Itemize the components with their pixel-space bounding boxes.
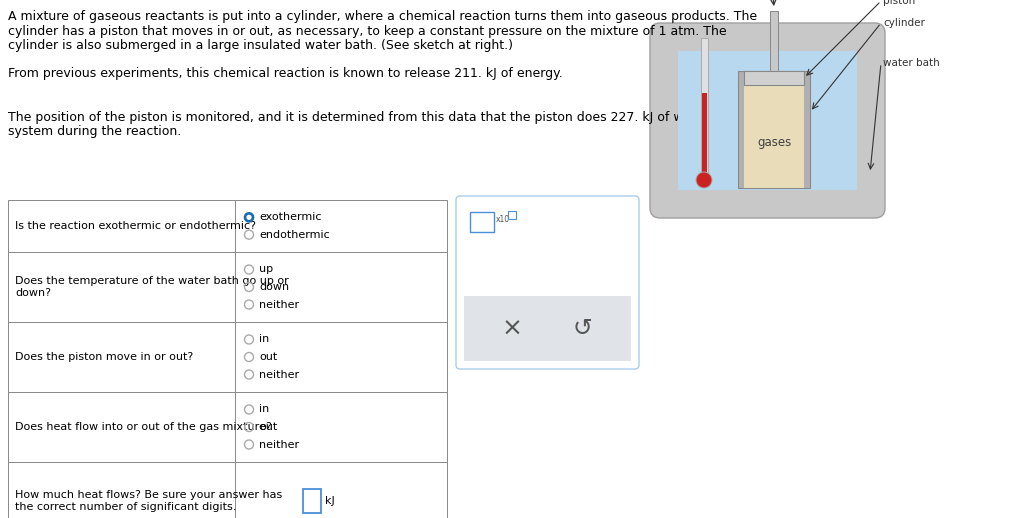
Text: gases: gases <box>757 136 792 149</box>
Bar <box>464 296 631 361</box>
Circle shape <box>696 172 712 188</box>
Text: kJ: kJ <box>325 496 335 506</box>
Text: exothermic: exothermic <box>259 212 322 222</box>
Text: From previous experiments, this chemical reaction is known to release 211. kJ of: From previous experiments, this chemical… <box>8 67 563 80</box>
Text: cylinder has a piston that moves in or out, as necessary, to keep a constant pre: cylinder has a piston that moves in or o… <box>8 24 727 37</box>
Text: Does heat flow into or out of the gas mixture?: Does heat flow into or out of the gas mi… <box>15 422 271 432</box>
Text: down?: down? <box>15 288 51 298</box>
Text: out: out <box>259 352 278 362</box>
Bar <box>8 200 447 518</box>
Bar <box>470 212 494 232</box>
Text: neither: neither <box>259 369 300 380</box>
Bar <box>770 11 778 71</box>
Text: piston: piston <box>883 0 915 6</box>
Bar <box>508 211 516 219</box>
Bar <box>701 93 707 182</box>
FancyBboxPatch shape <box>456 196 639 369</box>
Bar <box>700 38 708 182</box>
Text: x10: x10 <box>496 215 510 224</box>
FancyBboxPatch shape <box>650 23 885 218</box>
Text: A mixture of gaseous reactants is put into a cylinder, where a chemical reaction: A mixture of gaseous reactants is put in… <box>8 10 757 23</box>
Bar <box>678 51 857 190</box>
Text: in: in <box>259 405 269 414</box>
Text: How much heat flows? Be sure your answer has: How much heat flows? Be sure your answer… <box>15 490 283 500</box>
Text: ↺: ↺ <box>572 316 592 340</box>
Bar <box>744 86 804 188</box>
Circle shape <box>245 213 254 222</box>
Text: system during the reaction.: system during the reaction. <box>8 125 181 138</box>
Text: endothermic: endothermic <box>259 229 331 240</box>
Bar <box>744 71 804 85</box>
Text: Does the piston move in or out?: Does the piston move in or out? <box>15 352 194 362</box>
Bar <box>303 489 321 513</box>
Text: Is the reaction exothermic or endothermic?: Is the reaction exothermic or endothermi… <box>15 221 256 231</box>
Text: neither: neither <box>259 439 300 450</box>
Text: cylinder is also submerged in a large insulated water bath. (See sketch at right: cylinder is also submerged in a large in… <box>8 39 513 52</box>
Text: The position of the piston is monitored, and it is determined from this data tha: The position of the piston is monitored,… <box>8 110 748 123</box>
Text: ×: × <box>502 316 523 340</box>
Text: the correct number of significant digits.: the correct number of significant digits… <box>15 502 237 512</box>
Circle shape <box>247 215 251 219</box>
Text: water bath: water bath <box>883 58 940 68</box>
Text: down: down <box>259 282 290 292</box>
Text: up: up <box>259 265 273 275</box>
Text: in: in <box>259 335 269 344</box>
Bar <box>738 71 810 188</box>
Text: cylinder: cylinder <box>883 18 925 28</box>
Text: Does the temperature of the water bath go up or: Does the temperature of the water bath g… <box>15 276 289 286</box>
Text: neither: neither <box>259 299 300 309</box>
Text: out: out <box>259 422 278 432</box>
